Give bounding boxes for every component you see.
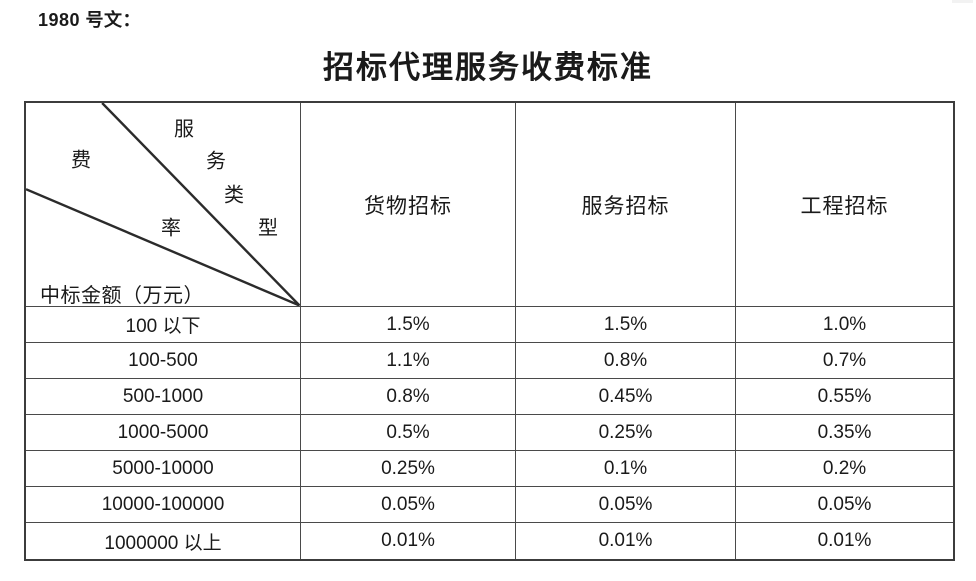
rate-cell: 0.01% [301, 523, 516, 559]
rate-cell: 0.7% [736, 343, 953, 379]
rate-cell: 0.05% [301, 487, 516, 523]
document-number-label: 1980 号文： [38, 10, 142, 30]
rate-cell: 1.5% [516, 307, 736, 343]
corner-row-axis-label: 中标金额（万元） [40, 285, 204, 307]
rate-cell: 0.05% [736, 487, 953, 523]
row-range-cell: 10000-100000 [26, 487, 301, 523]
rate-cell: 0.01% [736, 523, 953, 559]
column-header-services-bidding: 服务招标 [516, 103, 736, 307]
rate-cell: 1.1% [301, 343, 516, 379]
fee-standard-table: 服 务 类 型 费 率 中标金额（万元） 货物招标 服务招标 工程招标 100 … [24, 101, 955, 561]
rate-cell: 0.01% [516, 523, 736, 559]
rate-cell: 0.45% [516, 379, 736, 415]
column-header-works-bidding: 工程招标 [736, 103, 953, 307]
rate-cell: 0.35% [736, 415, 953, 451]
row-range-cell: 5000-10000 [26, 451, 301, 487]
corner-label-service-type-char: 务 [206, 150, 226, 173]
diagonal-divider-lines [26, 103, 300, 306]
rate-cell: 0.8% [301, 379, 516, 415]
corner-label-service-type-char: 型 [258, 217, 278, 240]
rate-cell: 1.0% [736, 307, 953, 343]
page-title: 招标代理服务收费标准 [323, 50, 653, 85]
rate-cell: 0.1% [516, 451, 736, 487]
column-header-goods-bidding: 货物招标 [301, 103, 516, 307]
rate-cell: 0.55% [736, 379, 953, 415]
diagonal-header-cell: 服 务 类 型 费 率 中标金额（万元） [26, 103, 301, 307]
corner-label-service-type-char: 服 [174, 118, 194, 141]
row-range-cell: 1000-5000 [26, 415, 301, 451]
row-range-cell: 1000000 以上 [26, 523, 301, 559]
rate-cell: 1.5% [301, 307, 516, 343]
corner-label-rate-char: 费 [71, 149, 91, 172]
rate-cell: 0.5% [301, 415, 516, 451]
rate-cell: 0.05% [516, 487, 736, 523]
row-range-cell: 100-500 [26, 343, 301, 379]
rate-cell: 0.8% [516, 343, 736, 379]
window-edge-artifact [952, 0, 973, 3]
row-range-cell: 100 以下 [26, 307, 301, 343]
corner-label-rate-char: 率 [161, 217, 181, 240]
rate-cell: 0.25% [516, 415, 736, 451]
row-range-cell: 500-1000 [26, 379, 301, 415]
rate-cell: 0.25% [301, 451, 516, 487]
corner-label-service-type-char: 类 [224, 184, 244, 207]
rate-cell: 0.2% [736, 451, 953, 487]
